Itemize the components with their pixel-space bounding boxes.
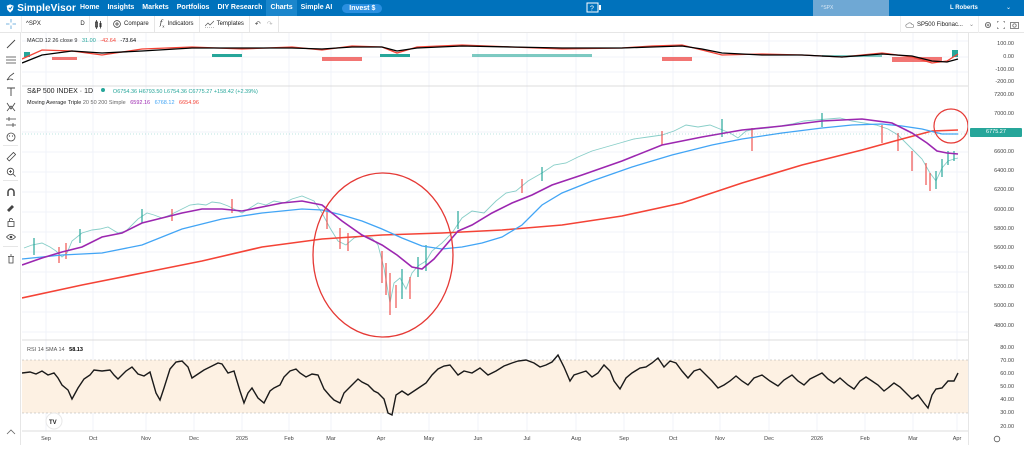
help-chat-icon[interactable]: ? [586, 2, 602, 14]
brand-name: SimpleVisor [17, 2, 76, 14]
undo-icon[interactable]: ↶ [254, 21, 261, 28]
fib-levels-icon[interactable] [4, 53, 17, 66]
ma50-value: 6768.12 [154, 100, 175, 106]
rsi-band [22, 360, 968, 413]
red-candles [58, 125, 931, 315]
compare-button[interactable]: Compare [108, 15, 155, 33]
last-price-tag: 6775.27 [970, 128, 1022, 137]
user-menu[interactable]: L Roberts [950, 5, 978, 11]
nav-charts[interactable]: Charts [266, 0, 297, 16]
shield-logo-icon [6, 3, 14, 13]
redo-icon[interactable]: ↷ [266, 21, 273, 28]
market-status-dot [100, 88, 105, 92]
fx-icon: fx [159, 19, 165, 29]
chart-toolbar: ^SPX D Compare fx Indicators Templates ↶… [0, 15, 1024, 33]
price-legend: S&P 500 INDEX · 1D O6754.36 H6793.50 L67… [27, 88, 258, 95]
macd-legend: MACD 12 26 close 9 31.00 -42.64 -73.64 [27, 38, 137, 44]
templates-button[interactable]: Templates [200, 15, 250, 33]
green-candles [33, 113, 955, 299]
indicators-label: Indicators [167, 21, 194, 27]
tradingview-logo-icon [45, 412, 63, 430]
annotation-circle-large [312, 172, 454, 338]
ma50-line [21, 123, 958, 260]
hist-value: -73.64 [120, 38, 137, 44]
annotation-circle-small [933, 108, 969, 144]
camera-snapshot-icon[interactable] [1010, 21, 1019, 29]
fullscreen-icon[interactable] [997, 20, 1005, 29]
chart-type-button[interactable] [90, 15, 108, 33]
nav-home[interactable]: Home [80, 4, 100, 11]
price-axis[interactable]: 100.00 0.00 -100.00 -200.00 7200.00 7000… [968, 33, 1024, 445]
symbol-input[interactable]: ^SPX [26, 21, 41, 27]
projection-icon[interactable] [4, 115, 17, 128]
trash-icon[interactable] [4, 252, 17, 265]
emoji-icon[interactable] [4, 130, 17, 143]
axis-settings-gear-icon[interactable] [993, 435, 1001, 443]
invest-button[interactable]: Invest $ [342, 3, 383, 13]
candles-icon [95, 19, 102, 29]
symbol-title: S&P 500 INDEX · 1D [27, 88, 94, 95]
macd-line [21, 45, 959, 64]
top-nav: SimpleVisor Home Insights Markets Portfo… [0, 0, 1024, 16]
layout-select[interactable]: SP500 Fibonac... ⌄ [899, 16, 979, 33]
templates-icon [204, 20, 214, 28]
nav-portfolios[interactable]: Portfolios [176, 4, 210, 11]
crosshair-icon[interactable] [0, 15, 22, 33]
brand[interactable]: SimpleVisor [0, 3, 76, 14]
symbol-search-input[interactable]: ^SPX [813, 0, 889, 16]
lock-icon[interactable] [4, 215, 17, 228]
nav-diy-research[interactable]: DIY Research [217, 4, 263, 11]
svg-text:?: ? [590, 6, 594, 13]
signal-value: -42.64 [100, 38, 116, 44]
home-icon[interactable] [4, 426, 17, 439]
price-candles [23, 117, 959, 304]
svg-text:TV: TV [49, 420, 57, 426]
ohlc-values: O6754.36 H6793.50 L6754.36 C6775.27 +158… [112, 89, 258, 95]
interval-button[interactable]: D [76, 15, 90, 33]
settings-gear-icon[interactable] [984, 21, 992, 29]
chart-canvas[interactable]: TV [21, 33, 969, 445]
text-tool-icon[interactable] [4, 85, 17, 98]
ma20-line [21, 118, 959, 270]
trend-line-icon[interactable] [4, 37, 17, 50]
chart-svg[interactable]: TV [21, 33, 969, 445]
compare-label: Compare [124, 21, 149, 27]
layout-name: SP500 Fibonac... [916, 21, 963, 28]
lock-drawing-icon[interactable] [4, 200, 17, 213]
zoom-in-icon[interactable] [4, 165, 17, 178]
drawing-toolbar [0, 33, 21, 445]
plus-circle-icon [113, 20, 121, 28]
chevron-down-icon[interactable]: ⌄ [1006, 5, 1012, 11]
rsi-line [21, 353, 959, 417]
magnet-icon[interactable] [4, 185, 17, 198]
macd-value: 31.00 [81, 38, 96, 44]
ruler-icon[interactable] [4, 150, 17, 163]
eye-visibility-icon[interactable] [4, 230, 17, 243]
rsi-value: 58.13 [69, 347, 83, 353]
templates-label: Templates [216, 21, 244, 27]
cloud-icon [905, 22, 914, 28]
ma200-line [21, 129, 959, 299]
chevron-down-icon: ⌄ [968, 22, 974, 28]
nav-insights[interactable]: Insights [107, 4, 135, 11]
indicators-button[interactable]: fx Indicators [155, 15, 200, 33]
rsi-legend: RSI 14 SMA 14 58.13 [27, 347, 83, 353]
nav-simple-ai[interactable]: Simple AI [300, 4, 333, 11]
nav-markets[interactable]: Markets [142, 4, 169, 11]
pattern-icon[interactable] [4, 100, 17, 113]
ma200-value: 6654.96 [179, 100, 199, 106]
ma20-value: 6592.16 [130, 100, 151, 106]
brush-icon[interactable] [4, 69, 17, 82]
ma-legend: Moving Average Triple 20 50 200 Simple 6… [27, 100, 199, 106]
